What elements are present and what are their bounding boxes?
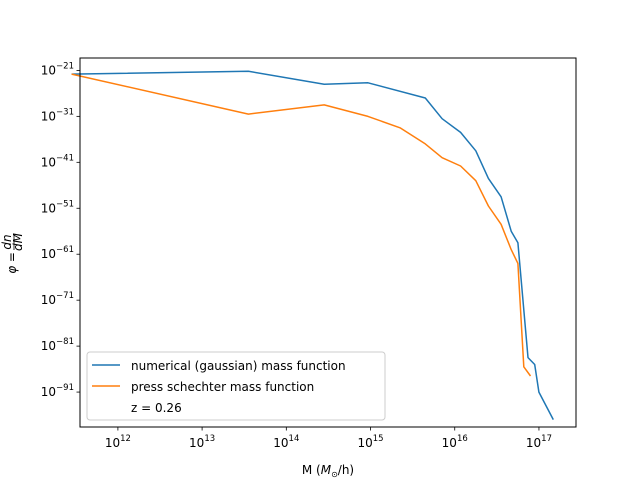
series-line-press-schechter — [71, 73, 532, 377]
y-tick-label: 10−41 — [41, 153, 74, 169]
x-tick-label: 1015 — [357, 434, 383, 450]
x-axis-ticks: 1012 1013 1014 1015 1016 1017 — [105, 427, 552, 450]
y-axis-ticks: 10−21 10−31 10−41 10−51 10−61 10−71 10−81 10−91 — [41, 61, 80, 399]
y-tick-label: 10−61 — [41, 245, 74, 261]
series-line-numerical — [71, 70, 554, 420]
legend-note-redshift: z = 0.26 — [131, 401, 182, 415]
y-tick-label: 10−81 — [41, 337, 74, 353]
y-tick-label: 10−51 — [41, 199, 74, 215]
legend-label-numerical: numerical (gaussian) mass function — [131, 359, 346, 373]
x-tick-label: 1016 — [442, 434, 468, 450]
legend: numerical (gaussian) mass function press… — [86, 351, 386, 421]
y-axis-label-numerator: dn — [0, 234, 14, 249]
y-tick-label: 10−71 — [41, 291, 74, 307]
y-tick-label: 10−21 — [41, 61, 74, 77]
x-tick-label: 1014 — [273, 434, 299, 450]
legend-box — [86, 351, 386, 421]
legend-label-press-schechter: press schechter mass function — [131, 380, 314, 394]
x-tick-label: 1017 — [526, 434, 552, 450]
plot-lines — [71, 70, 554, 420]
y-axis-label-main: φ = — [5, 252, 19, 274]
y-tick-label: 10−31 — [41, 107, 74, 123]
x-tick-label: 1012 — [105, 434, 131, 450]
y-tick-label: 10−91 — [41, 383, 74, 399]
y-axis-label-denominator: dM — [11, 232, 25, 251]
x-axis-label: M (M⊙/h) — [302, 463, 354, 479]
x-tick-label: 1013 — [189, 434, 215, 450]
plot-frame — [79, 57, 577, 428]
y-axis-label: φ = dn dM — [0, 232, 25, 273]
